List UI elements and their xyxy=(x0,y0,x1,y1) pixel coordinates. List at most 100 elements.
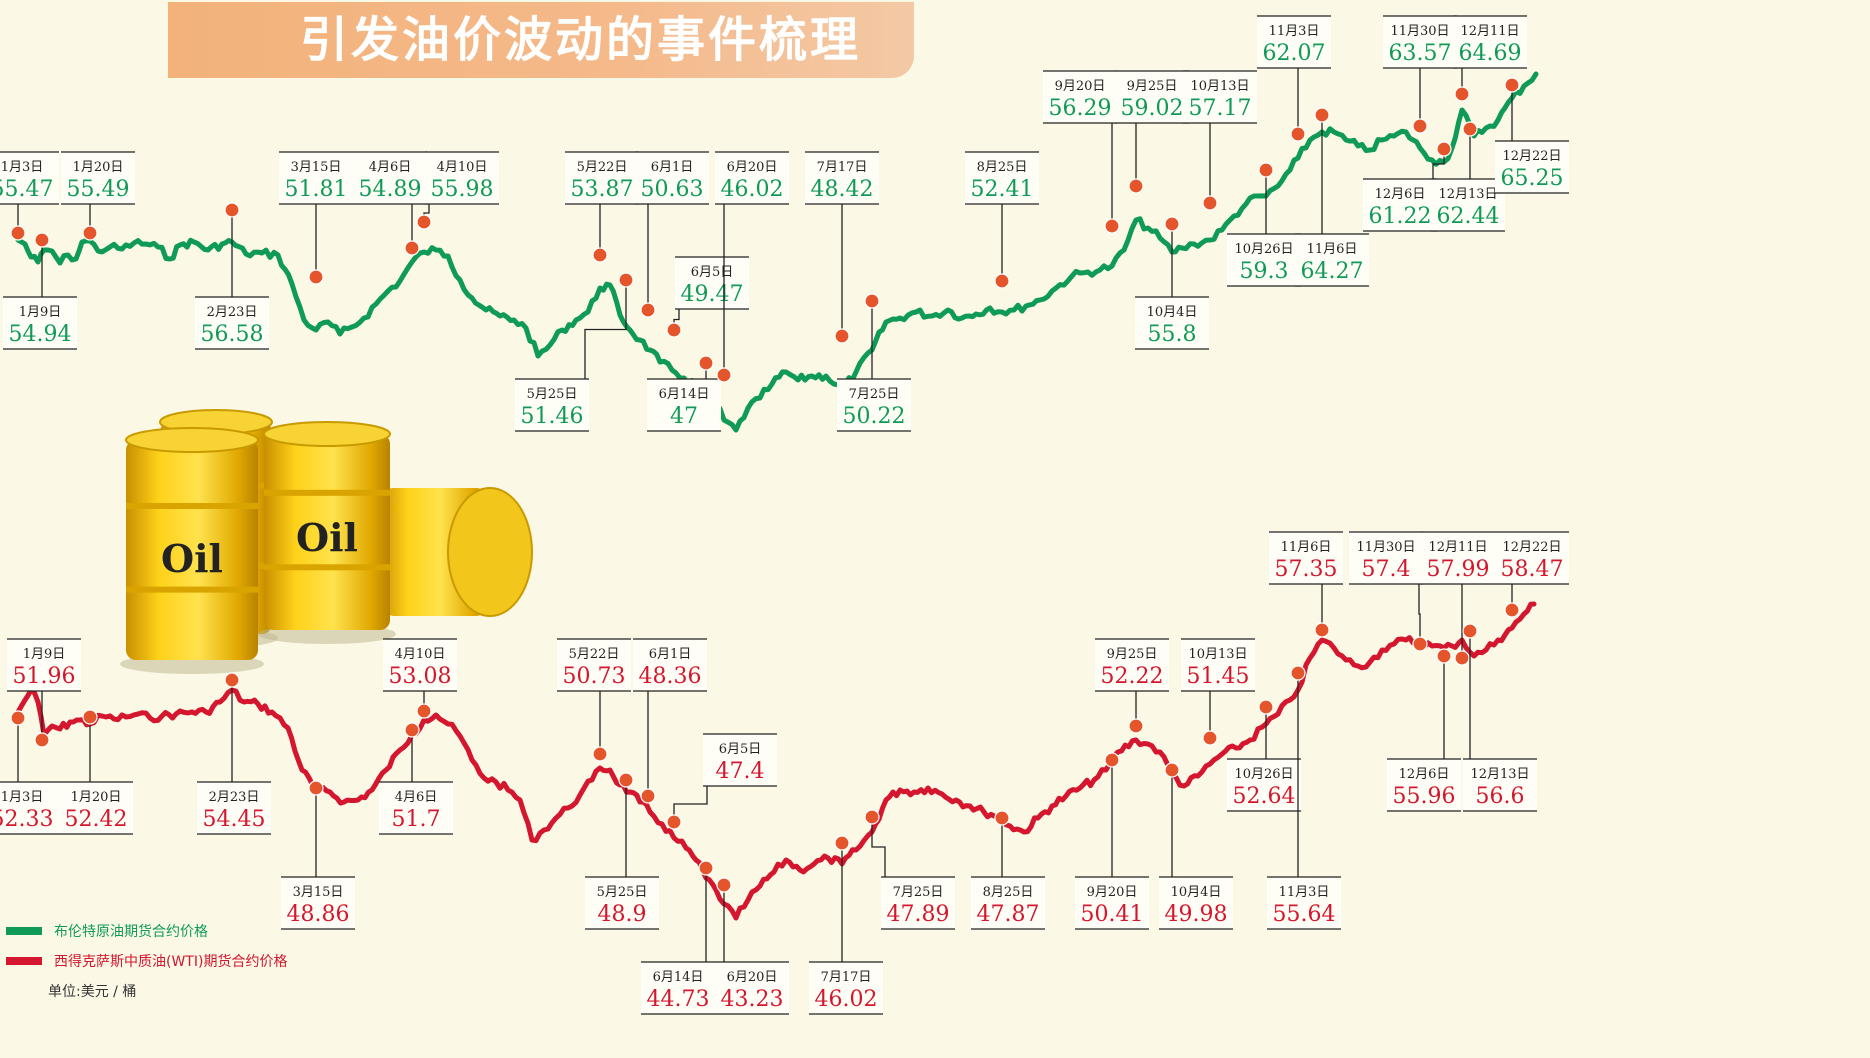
wti-label-box xyxy=(383,639,457,691)
barrel-label: Oil xyxy=(161,536,223,581)
brent-date-label: 11月3日 xyxy=(1269,24,1320,39)
brent-event-marker xyxy=(1462,121,1478,137)
wti-annotation: 7月25日 47.89 xyxy=(864,809,955,930)
wti-date-label: 6月20日 xyxy=(727,970,778,985)
wti-value-label: 48.9 xyxy=(598,902,647,927)
brent-label-box xyxy=(1363,179,1437,231)
wti-date-label: 10月13日 xyxy=(1188,647,1247,662)
brent-value-label: 55.49 xyxy=(67,177,130,202)
wti-annotation: 4月10日 53.08 xyxy=(383,638,457,719)
wti-label-box xyxy=(0,782,59,834)
brent-event-marker xyxy=(864,293,880,309)
brent-label-box xyxy=(805,152,879,204)
brent-event-marker xyxy=(1412,118,1428,134)
wti-value-label: 50.73 xyxy=(563,664,626,689)
brent-label-box xyxy=(715,152,789,204)
brent-label-box xyxy=(353,152,427,204)
brent-value-label: 55.47 xyxy=(0,177,53,202)
brent-label-box xyxy=(1043,71,1117,123)
brent-event-marker xyxy=(1258,162,1274,178)
brent-annotation: 7月25日 50.22 xyxy=(837,293,911,432)
brent-date-label: 6月20日 xyxy=(727,160,778,175)
brent-value-label: 62.07 xyxy=(1263,41,1326,66)
wti-value-label: 51.96 xyxy=(13,664,76,689)
brent-label-box xyxy=(1135,297,1209,349)
brent-date-label: 5月25日 xyxy=(527,387,578,402)
barrel-front-right: Oil xyxy=(258,421,396,644)
brent-date-label: 10月13日 xyxy=(1190,79,1249,94)
brent-date-label: 12月22日 xyxy=(1502,149,1561,164)
brent-annotation: 2月23日 56.58 xyxy=(195,202,269,350)
wti-value-label: 43.23 xyxy=(721,987,784,1012)
wti-event-marker xyxy=(716,877,732,893)
wti-event-marker xyxy=(224,672,240,688)
barrel-hoop xyxy=(126,586,258,593)
wti-annotation: 6月14日 44.73 xyxy=(641,860,715,1015)
barrel-lid xyxy=(263,421,391,447)
barrel-body xyxy=(126,440,258,660)
wti-value-label: 54.45 xyxy=(203,807,266,832)
wti-label-box xyxy=(1349,532,1423,584)
wti-event-marker xyxy=(1104,752,1120,768)
wti-label-box xyxy=(809,962,883,1014)
wti-price-line xyxy=(15,601,1537,921)
wti-label-box xyxy=(703,734,777,786)
wti-label-box xyxy=(971,877,1045,929)
brent-event-marker xyxy=(1314,107,1330,123)
brent-value-label: 56.58 xyxy=(201,322,264,347)
brent-label-box xyxy=(425,152,499,204)
brent-date-label: 2月23日 xyxy=(207,305,258,320)
wti-annotation: 1月20日 52.42 xyxy=(59,709,133,835)
brent-annotation: 12月11日 64.69 xyxy=(1453,15,1527,102)
brent-date-label: 6月5日 xyxy=(691,265,734,280)
brent-annotation: 5月25日 51.46 xyxy=(515,272,634,432)
brent-date-label: 6月14日 xyxy=(659,387,710,402)
brent-date-label: 7月25日 xyxy=(849,387,900,402)
brent-value-label: 59.02 xyxy=(1121,96,1184,121)
wti-date-label: 11月6日 xyxy=(1281,540,1332,555)
brent-label-box xyxy=(675,257,749,309)
wti-annotation: 12月13日 56.6 xyxy=(1462,623,1537,812)
wti-event-marker xyxy=(1412,636,1428,652)
wti-value-label: 57.35 xyxy=(1275,557,1338,582)
brent-date-label: 10月26日 xyxy=(1234,242,1293,257)
barrel-lid xyxy=(125,427,259,453)
brent-event-marker xyxy=(666,322,682,338)
wti-annotation: 8月25日 47.87 xyxy=(971,810,1045,930)
wti-annotation: 6月1日 48.36 xyxy=(633,638,707,804)
brent-date-label: 6月1日 xyxy=(651,160,694,175)
wti-value-label: 52.33 xyxy=(0,807,53,832)
barrel-hoop xyxy=(264,564,390,571)
wti-value-label: 47.87 xyxy=(977,902,1040,927)
wti-value-label: 48.36 xyxy=(639,664,702,689)
brent-date-label: 7月17日 xyxy=(817,160,868,175)
brent-value-label: 47 xyxy=(670,404,698,429)
brent-date-label: 12月13日 xyxy=(1438,187,1497,202)
wti-annotation: 5月22日 50.73 xyxy=(557,638,631,762)
wti-label-box xyxy=(641,962,715,1014)
wti-value-label: 52.64 xyxy=(1233,784,1296,809)
wti-event-marker xyxy=(864,809,880,825)
wti-label-box xyxy=(881,877,955,929)
brent-annotation: 11月3日 62.07 xyxy=(1257,15,1331,142)
wti-value-label: 47.89 xyxy=(887,902,950,927)
wti-label-box xyxy=(59,782,133,834)
wti-date-label: 11月3日 xyxy=(1279,885,1330,900)
wti-date-label: 8月25日 xyxy=(983,885,1034,900)
brent-date-label: 4月10日 xyxy=(437,160,488,175)
brent-date-label: 1月3日 xyxy=(1,160,44,175)
wti-date-label: 6月1日 xyxy=(649,647,692,662)
wti-date-label: 7月17日 xyxy=(821,970,872,985)
brent-label-box xyxy=(1295,234,1369,286)
brent-annotation: 6月20日 46.02 xyxy=(715,151,789,383)
brent-annotation: 6月5日 49.47 xyxy=(666,256,749,338)
brent-event-marker xyxy=(618,272,634,288)
brent-date-label: 8月25日 xyxy=(977,160,1028,175)
brent-value-label: 56.29 xyxy=(1049,96,1112,121)
brent-event-marker xyxy=(1454,86,1470,102)
wti-annotation: 6月5日 47.4 xyxy=(666,733,777,830)
wti-event-marker xyxy=(1258,699,1274,715)
brent-price-line xyxy=(15,71,1539,433)
brent-value-label: 62.44 xyxy=(1437,204,1500,229)
wti-annotation: 5月25日 48.9 xyxy=(585,772,659,930)
